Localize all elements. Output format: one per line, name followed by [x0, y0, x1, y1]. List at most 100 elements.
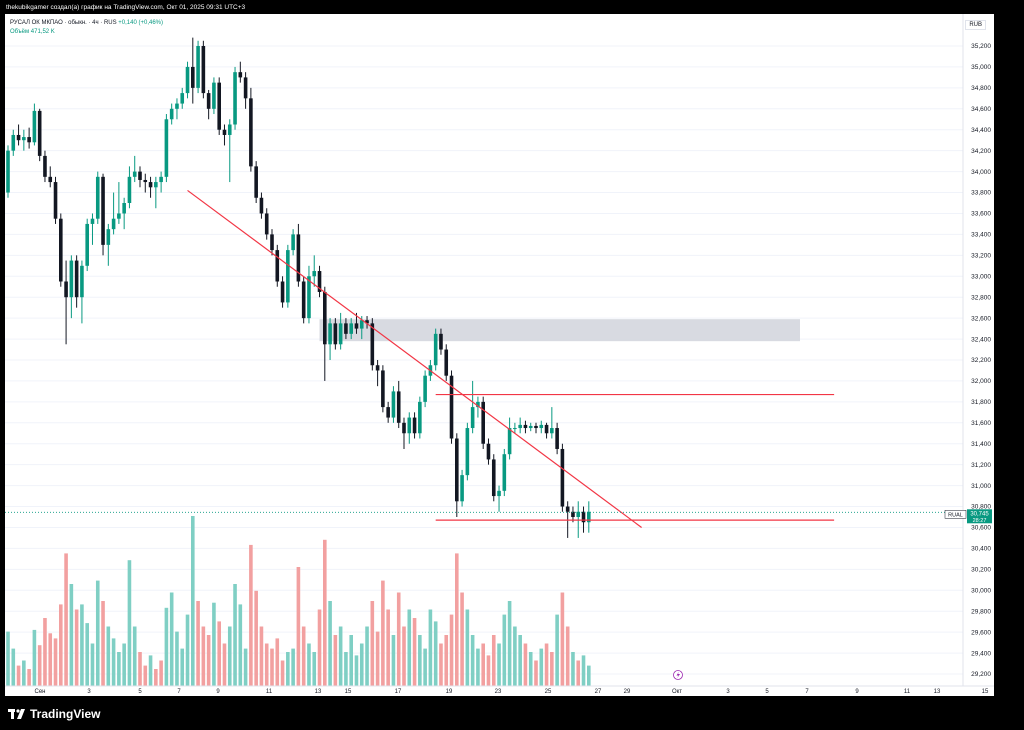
candle-body	[486, 443, 491, 460]
candle-body	[117, 213, 121, 219]
candle-body	[544, 424, 549, 434]
price-tick-label: 30,200	[971, 567, 991, 574]
volume-bar	[117, 652, 121, 686]
candle-body	[402, 422, 406, 434]
volume-bar	[59, 604, 63, 686]
price-tick-label: 32,800	[971, 294, 991, 301]
volume-bar	[518, 635, 522, 686]
legend-symbol: РУСАЛ ОК МКПАО · обыкн. · 4ч · RUS	[10, 20, 117, 26]
candle-body	[264, 213, 269, 235]
volume-bar	[169, 592, 174, 686]
volume-bar	[565, 626, 570, 686]
volume-bar	[301, 626, 306, 686]
candle-body	[354, 323, 359, 329]
time-tick-label: 15	[982, 689, 989, 695]
resistance-zone	[319, 319, 800, 342]
volume-bar	[53, 638, 58, 686]
annotations	[5, 189, 963, 680]
volume-bar	[143, 665, 148, 686]
candle-body	[439, 333, 443, 350]
price-tick-label: 30,400	[971, 546, 991, 553]
volume-bar	[513, 626, 517, 686]
candle-body	[286, 250, 290, 303]
volume-bar	[90, 643, 95, 686]
attribution-bar: thekubikgamer создал(а) график на Tradin…	[0, 0, 1024, 14]
volume-bar	[439, 643, 443, 686]
trendline[interactable]	[187, 189, 642, 528]
candle-body	[344, 323, 348, 334]
volume-bar	[175, 631, 179, 686]
time-tick-label: 15	[345, 689, 352, 695]
currency-label[interactable]: RUB	[965, 20, 986, 30]
volume-bar	[587, 665, 591, 686]
candle-body	[275, 250, 280, 282]
candle-body	[16, 134, 21, 141]
price-axis[interactable]: 35,200 35,000 34,800 34,600 34,400 34,200 34,0…	[944, 14, 992, 686]
price-tick-label: 33,600	[971, 211, 991, 218]
candle-body	[222, 129, 227, 135]
candle-body	[476, 401, 480, 408]
volume-bar	[402, 626, 406, 686]
volume-bar	[375, 631, 380, 686]
price-tick-label: 33,200	[971, 253, 991, 260]
price-tick-label: 32,000	[971, 378, 991, 385]
volume-bar	[291, 648, 295, 686]
volume-bar	[27, 669, 31, 686]
footer-bar: TradingView	[0, 696, 1024, 730]
volume-bar	[412, 618, 417, 686]
volume-bar	[370, 601, 375, 686]
time-axis[interactable]: Сен 3 5 7 9 11 13 15 17 19 23 25 27 29 Окт 3 5 7 9 11 13 15	[5, 685, 994, 695]
volume-bar	[264, 643, 269, 686]
last-price-badge[interactable]	[967, 509, 992, 524]
price-tick-label: 31,200	[971, 462, 991, 469]
candle-body	[317, 271, 322, 292]
candle-body	[180, 93, 185, 104]
candle-body	[470, 407, 475, 429]
volume-bar	[338, 626, 343, 686]
candle-body	[122, 203, 126, 214]
volume-bar	[180, 648, 185, 686]
candle-body	[69, 260, 74, 298]
legend-volume-row[interactable]: Объём 471,52 K	[10, 28, 163, 37]
volume-bar	[196, 601, 200, 686]
volume-bar	[270, 648, 274, 686]
candle-body	[196, 46, 200, 88]
candle-body	[581, 511, 586, 523]
volume-bar	[486, 655, 491, 686]
candle-body	[418, 401, 422, 434]
price-chart[interactable]: 35,200 35,000 34,800 34,600 34,400 34,200 34,0…	[5, 14, 994, 696]
legend-symbol-row[interactable]: РУСАЛ ОК МКПАО · обыкн. · 4ч · RUS +0,14…	[10, 19, 163, 28]
volume-bar	[238, 604, 243, 686]
candle-body	[307, 276, 311, 319]
lightning-icon[interactable]	[673, 670, 683, 680]
candle-body	[296, 234, 301, 282]
volume-bar	[22, 660, 26, 686]
last-price-countdown: 28:27	[973, 518, 987, 524]
volume-bar	[106, 626, 111, 686]
candle-body	[301, 281, 306, 319]
volume-bar	[154, 669, 158, 686]
price-tick-label: 31,600	[971, 420, 991, 427]
volume-bar	[48, 633, 53, 686]
volume-bar	[560, 592, 565, 686]
candle-body	[11, 134, 16, 151]
time-tick-label: 13	[934, 689, 941, 695]
tradingview-logo[interactable]: TradingView	[8, 707, 100, 721]
volume-bar	[80, 604, 84, 686]
volume-bar	[523, 643, 528, 686]
volume-bar	[307, 643, 311, 686]
candle-body	[502, 454, 507, 491]
volume-bar	[233, 584, 237, 686]
candle-body	[27, 137, 31, 143]
volume-bar	[217, 621, 221, 686]
volume-bar	[476, 648, 480, 686]
candle-body	[513, 428, 517, 430]
volume-bar	[127, 560, 132, 686]
chart-frame[interactable]: 35,200 35,000 34,800 34,600 34,400 34,200 34,0…	[5, 14, 994, 696]
volume-bar	[328, 601, 332, 686]
ticker-badge[interactable]	[944, 510, 967, 519]
time-tick-label: 23	[495, 689, 502, 695]
volume-bar	[433, 621, 438, 686]
price-tick-label: 29,400	[971, 650, 991, 657]
volume-bar	[317, 609, 322, 686]
